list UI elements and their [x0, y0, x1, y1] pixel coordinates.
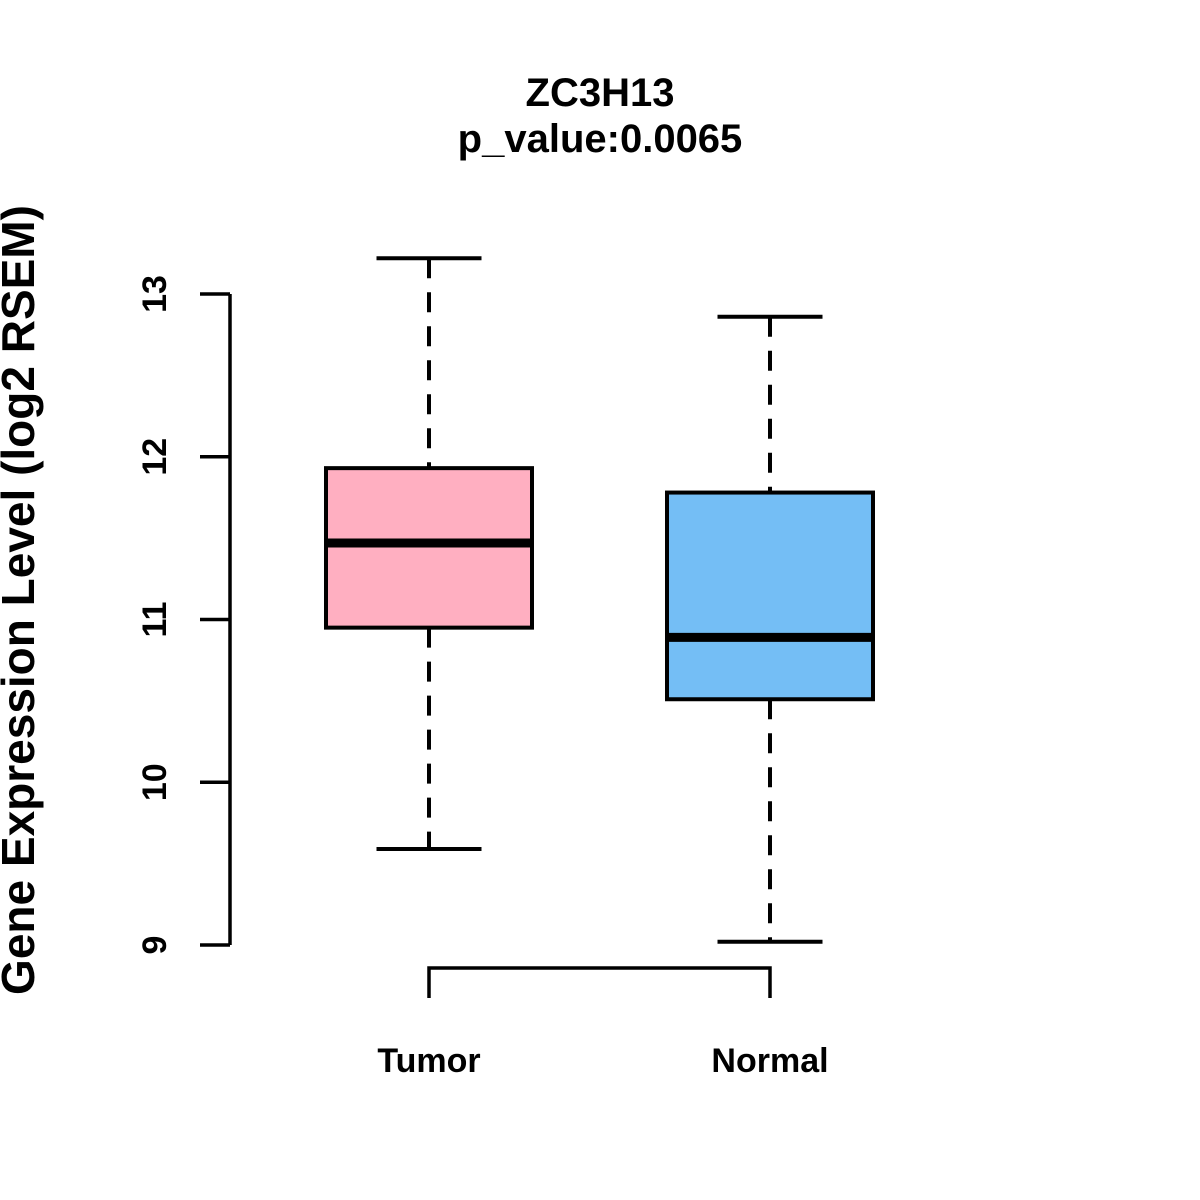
category-label-tumor: Tumor [377, 1042, 480, 1080]
y-tick-label: 12 [136, 438, 174, 476]
tumor-box [324, 466, 534, 630]
boxes-layer [324, 466, 875, 702]
y-tick-label: 9 [136, 936, 174, 955]
y-tick-label: 10 [136, 763, 174, 801]
y-tick-label: 13 [136, 275, 174, 313]
whiskers-layer [376, 256, 823, 944]
chart-title: ZC3H13 [526, 71, 675, 115]
category-label-normal: Normal [711, 1042, 828, 1080]
x-axis-labels: Tumor Normal [377, 1042, 828, 1080]
x-axis-bracket-path [427, 966, 772, 998]
normal-box [665, 490, 875, 702]
chart-subtitle: p_value:0.0065 [458, 117, 743, 161]
y-axis-label: Gene Expression Level (log2 RSEM) [0, 205, 44, 995]
x-axis-bracket [427, 966, 772, 998]
y-axis: 9 10 11 12 13 [136, 275, 232, 955]
y-tick-label: 11 [136, 602, 174, 638]
